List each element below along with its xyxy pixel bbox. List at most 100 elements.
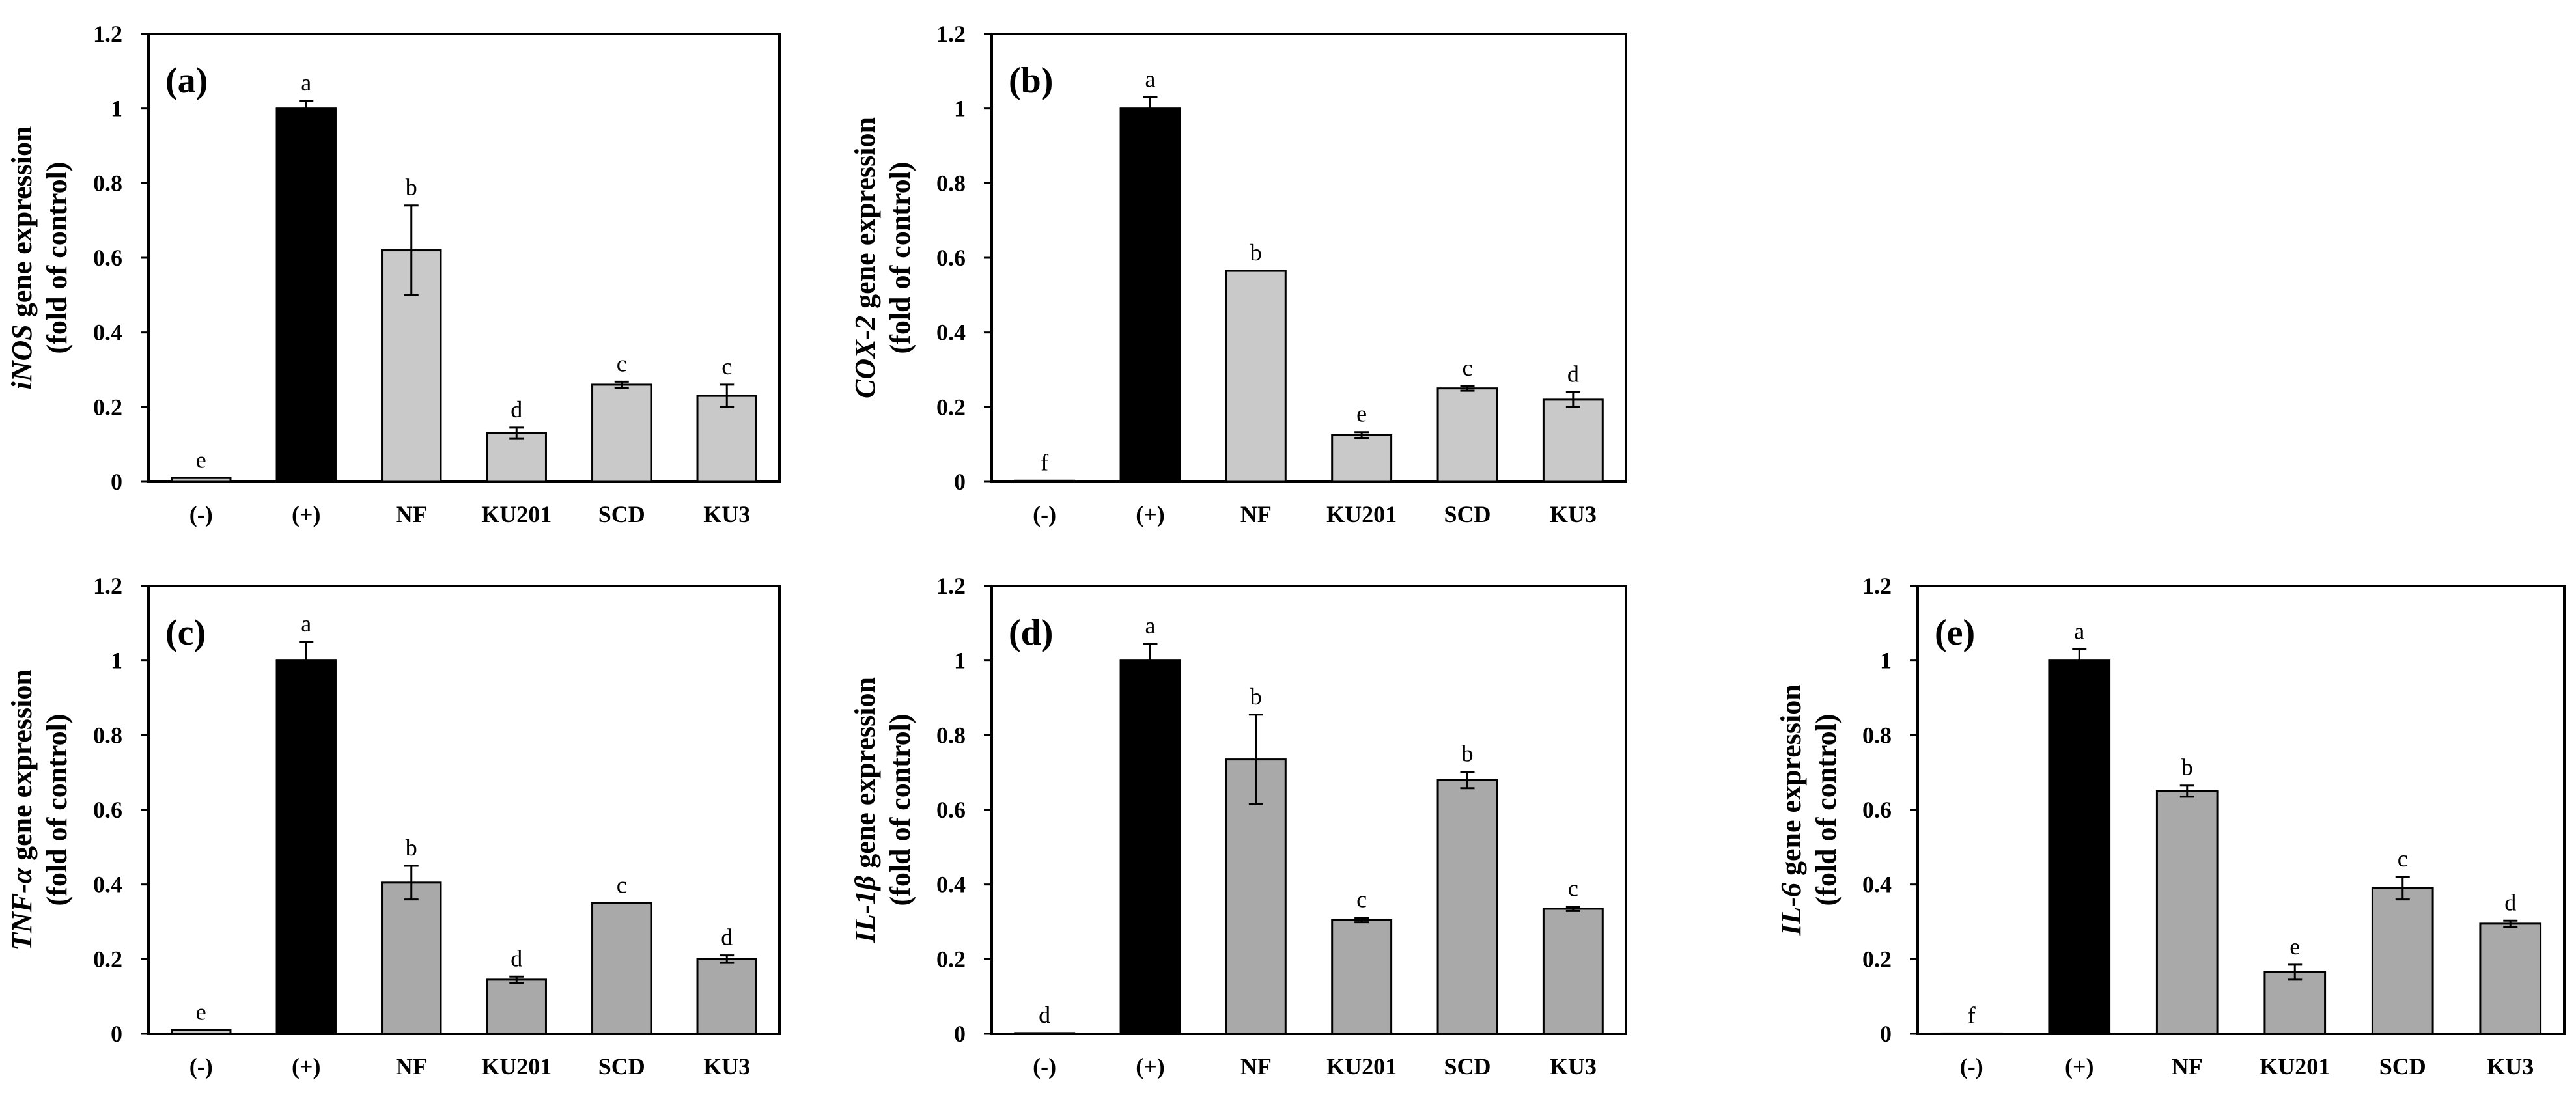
bar-KU3 xyxy=(696,395,757,483)
y-tick-label: 0.6 xyxy=(93,245,122,271)
significance-letter: c xyxy=(2398,846,2408,872)
chart-panel-b: 0 0.2 0.4 0.6 0.8 1 1.2 f (-) a (+) b NF e KU201 c SCD d K… xyxy=(849,21,1627,527)
x-category-label: (-) xyxy=(1960,1053,1983,1079)
bar-KU3 xyxy=(1542,398,1604,483)
y-tick-label: 1 xyxy=(111,96,122,122)
significance-letter: b xyxy=(406,835,417,861)
x-category-label: (+) xyxy=(1136,1053,1165,1079)
y-axis-label-line2: (fold of control) xyxy=(884,714,916,906)
x-category-label: KU201 xyxy=(1326,1053,1397,1079)
chart-panel-e: 0 0.2 0.4 0.6 0.8 1 1.2 f (-) a (+) b NF e KU201 c SCD d K… xyxy=(1775,573,2566,1079)
panel-label: (a) xyxy=(165,61,208,101)
y-tick-label: 0.6 xyxy=(936,797,966,823)
x-category-label: KU201 xyxy=(481,501,552,527)
bar-minus xyxy=(1014,479,1076,483)
bar-minus xyxy=(171,477,232,483)
y-axis-label-line2: (fold of control) xyxy=(1810,714,1842,906)
significance-letter: b xyxy=(2181,755,2193,781)
significance-letter: f xyxy=(1968,1002,1976,1028)
x-category-label: (+) xyxy=(292,501,321,527)
y-tick-label: 0.6 xyxy=(1862,797,1892,823)
bar-KU201 xyxy=(2263,971,2327,1035)
significance-letter: e xyxy=(1356,401,1367,427)
y-axis-label-line2: (fold of control) xyxy=(41,714,73,906)
y-axis-label-rest: gene expression xyxy=(849,117,881,316)
bar-SCD xyxy=(2371,887,2434,1035)
y-axis-gene-name: IL-1β xyxy=(849,875,881,943)
x-category-label: KU3 xyxy=(1550,1053,1597,1079)
bar-SCD xyxy=(591,383,652,483)
x-category-label: NF xyxy=(2172,1053,2203,1079)
y-tick-label: 1.2 xyxy=(93,21,122,47)
significance-letter: d xyxy=(511,945,522,971)
y-tick-label: 0 xyxy=(111,1021,122,1047)
significance-letter: a xyxy=(1145,613,1156,639)
y-tick-label: 1 xyxy=(954,96,966,122)
significance-letter: a xyxy=(301,611,311,637)
significance-letter: a xyxy=(301,70,311,96)
bar-minus xyxy=(171,1029,232,1035)
significance-letter: c xyxy=(1463,355,1473,381)
bar-SCD xyxy=(591,902,652,1035)
y-axis-label-line1: iNOS gene expression xyxy=(6,126,38,390)
x-category-label: KU3 xyxy=(1550,501,1597,527)
significance-letter: d xyxy=(1567,361,1579,387)
y-axis-gene-name: iNOS xyxy=(6,324,38,389)
x-category-label: SCD xyxy=(2379,1053,2426,1079)
y-axis-label-rest: gene expression xyxy=(1775,684,1807,883)
y-tick-label: 1.2 xyxy=(93,573,122,599)
y-tick-label: 0.8 xyxy=(1862,722,1892,748)
y-axis-label-line1: IL-1β gene expression xyxy=(849,677,881,943)
x-category-label: KU3 xyxy=(2487,1053,2534,1079)
y-axis-label-line1: TNF-α gene expression xyxy=(6,669,38,950)
y-axis-label-line1: COX-2 gene expression xyxy=(849,117,881,398)
y-tick-label: 0.8 xyxy=(936,170,966,196)
y-tick-label: 0.4 xyxy=(936,320,966,346)
significance-letter: b xyxy=(1250,684,1262,710)
y-tick-label: 0 xyxy=(111,469,122,495)
bar-minus xyxy=(1014,1032,1076,1035)
x-category-label: NF xyxy=(396,501,427,527)
significance-letter: d xyxy=(721,924,733,950)
x-category-label: NF xyxy=(1240,1053,1272,1079)
significance-letter: c xyxy=(721,353,732,380)
panel-label: (e) xyxy=(1935,613,1975,653)
bar-NF xyxy=(1225,270,1287,483)
x-category-label: KU201 xyxy=(1326,501,1397,527)
x-category-label: (-) xyxy=(1033,1053,1056,1079)
y-tick-label: 0.2 xyxy=(1862,946,1892,972)
y-tick-label: 1.2 xyxy=(936,573,966,599)
y-tick-label: 0.6 xyxy=(93,797,122,823)
chart-panel-c: 0 0.2 0.4 0.6 0.8 1 1.2 e (-) a (+) b NF d KU201 c SCD d K… xyxy=(6,573,781,1079)
x-category-label: (-) xyxy=(1033,501,1056,527)
y-tick-label: 0 xyxy=(954,469,966,495)
y-axis-label-line2: (fold of control) xyxy=(884,162,916,354)
y-tick-label: 1 xyxy=(954,648,966,674)
bar-KU201 xyxy=(486,978,547,1035)
x-category-label: (+) xyxy=(1136,501,1165,527)
y-axis-gene-name: IL-6 xyxy=(1775,883,1807,936)
bar-SCD xyxy=(1436,387,1498,483)
chart-panel-a: 0 0.2 0.4 0.6 0.8 1 1.2 e (-) a (+) b NF d KU201 c SCD c K… xyxy=(6,21,781,527)
y-axis-label-rest: gene expression xyxy=(6,669,38,868)
x-category-label: NF xyxy=(1240,501,1272,527)
significance-letter: e xyxy=(196,999,206,1025)
panel-label: (c) xyxy=(165,613,206,653)
significance-letter: c xyxy=(617,350,627,376)
y-tick-label: 0 xyxy=(1880,1021,1892,1047)
y-tick-label: 1.2 xyxy=(1862,573,1892,599)
significance-letter: c xyxy=(1356,887,1367,913)
x-category-label: KU201 xyxy=(2260,1053,2330,1079)
panels-container: 0 0.2 0.4 0.6 0.8 1 1.2 e (-) a (+) b NF d KU201 c SCD c K… xyxy=(6,21,2566,1079)
significance-letter: d xyxy=(1039,1002,1050,1028)
y-tick-label: 0.4 xyxy=(936,872,966,898)
x-category-label: SCD xyxy=(1444,1053,1491,1079)
bar-minus xyxy=(1940,1032,2003,1035)
significance-letter: b xyxy=(406,174,417,201)
y-tick-label: 1.2 xyxy=(936,21,966,47)
y-tick-label: 0 xyxy=(954,1021,966,1047)
y-axis-label-rest: gene expression xyxy=(6,126,38,325)
x-category-label: (-) xyxy=(189,1053,213,1079)
significance-letter: c xyxy=(617,872,627,898)
x-category-label: (+) xyxy=(2065,1053,2094,1079)
